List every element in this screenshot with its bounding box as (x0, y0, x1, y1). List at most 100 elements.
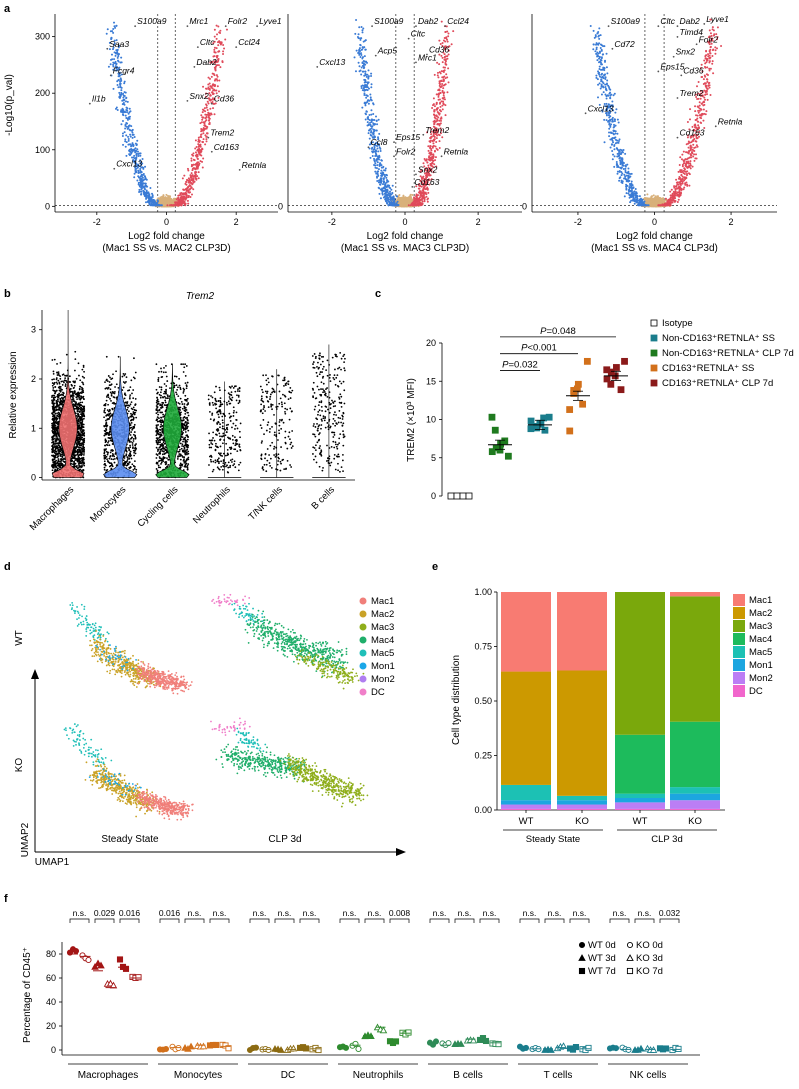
gene-label: Cd36 (214, 94, 235, 104)
point-down (371, 83, 373, 85)
point-down (362, 89, 364, 91)
point-down (110, 59, 112, 61)
point-up (179, 192, 181, 194)
point-up (427, 189, 429, 191)
point-up (446, 76, 448, 78)
point-down (117, 57, 119, 59)
point-up (438, 63, 440, 65)
point-up (202, 132, 204, 134)
gene-label: Acp5 (377, 46, 398, 56)
point-down (360, 74, 362, 76)
point-ns (167, 201, 169, 203)
point-up (214, 113, 216, 115)
point-up (447, 35, 449, 37)
point-up (200, 144, 202, 146)
point-up (189, 184, 191, 186)
x-tick-label: 0 (402, 217, 407, 227)
point-down (392, 204, 394, 206)
point-down (144, 188, 146, 190)
gene-label: Ccl24 (238, 37, 260, 47)
point-up (433, 97, 435, 99)
point-up (445, 60, 447, 62)
point-down (388, 199, 390, 201)
point-up (218, 40, 220, 42)
point-up (198, 141, 200, 143)
gene-label: Eps15 (396, 132, 420, 142)
point-down (391, 192, 393, 194)
point-down (373, 103, 375, 105)
point-down (364, 89, 366, 91)
point-down (375, 152, 377, 154)
point-up (202, 111, 204, 113)
point-up (218, 58, 220, 60)
point-down (137, 155, 139, 157)
point-up (437, 72, 439, 74)
x-tick-label: 2 (476, 217, 481, 227)
point-down (142, 190, 144, 192)
point-up (197, 158, 199, 160)
point-up (223, 47, 225, 49)
point-down (122, 144, 124, 146)
y-tick-label: 0 (522, 201, 527, 211)
point-down (378, 187, 380, 189)
point-up (439, 140, 441, 142)
point-up (202, 141, 204, 143)
point-down (136, 155, 138, 157)
point-down (380, 170, 382, 172)
point-down (133, 176, 135, 178)
point-up (184, 204, 186, 206)
point-up (443, 75, 445, 77)
point-down (146, 191, 148, 193)
point-down (358, 52, 360, 54)
point-up (208, 114, 210, 116)
point-up (427, 201, 429, 203)
y-tick-label: 300 (35, 32, 50, 42)
point-down (142, 183, 144, 185)
point-down (129, 129, 131, 131)
point-down (364, 104, 366, 106)
point-up (209, 89, 211, 91)
point-up (197, 143, 199, 145)
point-down (376, 158, 378, 160)
point-ns (404, 204, 406, 206)
point-down (129, 151, 131, 153)
point-down (365, 118, 367, 120)
point-down (120, 79, 122, 81)
point-down (161, 204, 163, 206)
point-down (134, 136, 136, 138)
point-down (386, 182, 388, 184)
point-down (390, 189, 392, 191)
gene-point (408, 38, 410, 40)
point-up (440, 110, 442, 112)
point-down (134, 170, 136, 172)
point-down (363, 63, 365, 65)
point-down (370, 96, 372, 98)
point-up (207, 109, 209, 111)
gene-label: Cd163 (214, 142, 239, 152)
point-up (191, 179, 193, 181)
gene-label: Mrc1 (418, 52, 437, 62)
point-up (200, 114, 202, 116)
gene-label: Cd163 (414, 177, 439, 187)
gene-point (89, 103, 91, 105)
point-up (198, 146, 200, 148)
point-up (198, 139, 200, 141)
gene-label: Snx2 (418, 164, 438, 174)
point-down (124, 138, 126, 140)
point-down (354, 33, 356, 35)
point-up (445, 114, 447, 116)
point-down (361, 107, 363, 109)
point-down (374, 162, 376, 164)
point-down (358, 37, 360, 39)
point-up (182, 189, 184, 191)
point-up (443, 40, 445, 42)
point-up (202, 86, 204, 88)
point-down (143, 173, 145, 175)
point-ns (400, 197, 402, 199)
point-down (117, 55, 119, 57)
x-axis-title: Log2 fold change (128, 231, 205, 242)
point-up (436, 118, 438, 120)
point-down (367, 89, 369, 91)
point-up (408, 204, 410, 206)
